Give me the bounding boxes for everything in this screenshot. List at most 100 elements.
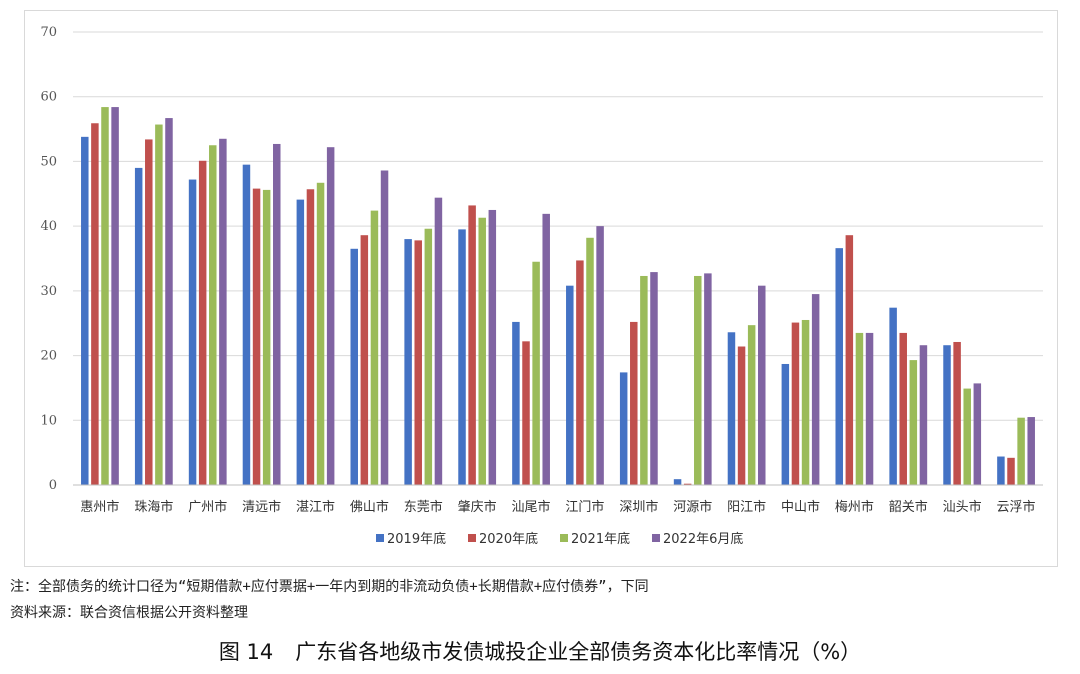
bar xyxy=(468,205,476,485)
category-label: 广州市 xyxy=(188,499,227,515)
bar xyxy=(273,143,281,485)
bar xyxy=(380,170,389,486)
bar xyxy=(262,189,271,485)
category-label: 云浮市 xyxy=(997,499,1036,515)
category-label: 阳江市 xyxy=(727,499,766,515)
legend-swatch xyxy=(468,534,476,542)
category-label: 河源市 xyxy=(673,499,712,515)
bar xyxy=(997,456,1005,485)
footnote-source: 资料来源：联合资信根据公开资料整理 xyxy=(10,605,248,621)
bar xyxy=(522,341,530,485)
bar xyxy=(596,226,604,485)
category-label: 佛山市 xyxy=(350,499,389,515)
category-label: 深圳市 xyxy=(619,499,658,515)
bar xyxy=(747,325,756,485)
bar xyxy=(673,479,682,485)
y-tick-label: 10 xyxy=(40,413,57,428)
bar xyxy=(478,217,486,486)
bar xyxy=(188,179,197,486)
legend-label: 2019年底 xyxy=(387,531,446,547)
bar xyxy=(704,273,712,485)
category-label: 肇庆市 xyxy=(458,499,497,515)
bar xyxy=(683,483,692,485)
category-label: 惠州市 xyxy=(80,499,119,515)
category-label: 珠海市 xyxy=(134,499,173,515)
bar xyxy=(134,167,143,485)
category-label: 韶关市 xyxy=(889,499,928,515)
legend: 2019年底 2020年底 2021年底 2022年6月底 xyxy=(376,531,743,547)
bar xyxy=(811,294,820,485)
bar xyxy=(694,275,702,485)
bar xyxy=(424,228,433,486)
bar xyxy=(404,239,412,485)
bar xyxy=(855,332,864,485)
y-tick-label: 60 xyxy=(40,90,57,105)
bar xyxy=(165,118,173,485)
bar xyxy=(458,229,466,485)
category-label: 湛江市 xyxy=(296,499,335,515)
figure-number: 图 14 xyxy=(218,640,274,664)
bar xyxy=(801,319,810,485)
y-tick-label: 70 xyxy=(40,25,57,40)
bar xyxy=(326,147,335,485)
bar xyxy=(198,160,207,485)
bar xyxy=(1027,417,1035,485)
bar xyxy=(360,235,369,485)
bar xyxy=(791,322,800,485)
category-labels: 惠州市 珠海市 广州市 清远市 湛江市 佛山市 东莞市 肇庆市 汕尾市 江门市 深圳市 河源市 阳江市中… xyxy=(80,499,1035,515)
bar xyxy=(758,285,766,485)
bar-chart: 0 10 20 30 40 50 60 70 惠州市 珠海市 广州市 清远市 湛江市 佛山市 东莞市 肇庆市… xyxy=(40,25,1043,547)
y-axis-ticks: 0 10 20 30 40 50 60 70 xyxy=(40,25,57,493)
bar xyxy=(81,136,89,485)
bar xyxy=(111,107,119,485)
y-tick-label: 0 xyxy=(49,478,57,493)
bar xyxy=(650,272,658,485)
bar xyxy=(296,199,305,486)
gridlines xyxy=(73,31,1043,421)
chart-frame: 0 10 20 30 40 50 60 70 惠州市 珠海市 广州市 清远市 湛江市 佛山市 东莞市 肇庆市… xyxy=(24,10,1058,567)
bar xyxy=(845,235,854,485)
bar xyxy=(953,341,961,485)
footnote-definition: 注：全部债务的统计口径为“短期借款+应付票据+一年内到期的非流动负债+长期借款+… xyxy=(10,579,649,595)
bar xyxy=(781,363,790,485)
category-label: 汕头市 xyxy=(943,499,982,515)
category-label: 清远市 xyxy=(242,499,281,515)
bar xyxy=(209,145,217,485)
bar xyxy=(576,260,584,485)
bar xyxy=(640,275,648,485)
bar xyxy=(865,332,874,485)
legend-label: 2021年底 xyxy=(571,531,630,547)
bar xyxy=(542,213,550,485)
bar xyxy=(586,237,594,485)
bar xyxy=(727,332,736,485)
legend-label: 2022年6月底 xyxy=(663,531,743,547)
figure-caption: 图 14 广东省各地级市发债城投企业全部债务资本化比率情况（%） xyxy=(0,636,1080,666)
y-tick-label: 20 xyxy=(40,349,57,364)
y-tick-label: 50 xyxy=(40,154,57,169)
bar xyxy=(737,346,746,485)
bar xyxy=(1007,457,1015,485)
y-tick-label: 40 xyxy=(40,219,57,234)
figure-title: 广东省各地级市发债城投企业全部债务资本化比率情况（%） xyxy=(295,640,862,664)
bar xyxy=(835,248,843,485)
bar xyxy=(973,383,982,485)
category-label: 中山市 xyxy=(781,499,820,515)
bar xyxy=(909,360,918,485)
bar xyxy=(532,261,540,485)
legend-swatch xyxy=(652,534,660,542)
bar xyxy=(889,307,897,485)
category-label: 东莞市 xyxy=(404,499,443,515)
y-tick-label: 30 xyxy=(40,284,57,299)
bar xyxy=(943,345,951,485)
bar xyxy=(101,107,109,485)
bar xyxy=(919,345,928,485)
bar xyxy=(155,124,163,485)
bar xyxy=(242,164,251,485)
bar xyxy=(1017,417,1025,485)
bar xyxy=(350,248,358,485)
legend-label: 2020年底 xyxy=(479,531,538,547)
category-label: 梅州市 xyxy=(835,499,874,515)
bar xyxy=(370,210,379,486)
bar xyxy=(619,372,628,485)
bar xyxy=(963,388,971,485)
